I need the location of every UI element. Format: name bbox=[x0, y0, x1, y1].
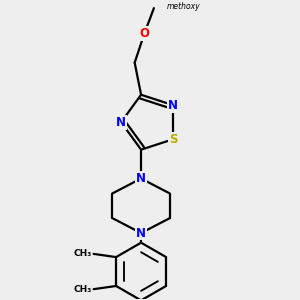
Text: N: N bbox=[136, 172, 146, 185]
Text: N: N bbox=[136, 226, 146, 239]
Text: N: N bbox=[116, 116, 126, 129]
Text: CH₃: CH₃ bbox=[74, 285, 92, 294]
Text: N: N bbox=[168, 99, 178, 112]
Text: methoxy: methoxy bbox=[167, 2, 200, 11]
Text: CH₃: CH₃ bbox=[74, 249, 92, 258]
Text: O: O bbox=[139, 27, 149, 40]
Text: S: S bbox=[169, 133, 178, 146]
